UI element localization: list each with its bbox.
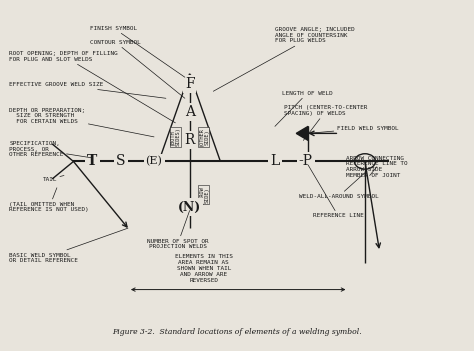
- Text: BASIC WELD SYMBOL
OR DETAIL REFERENCE: BASIC WELD SYMBOL OR DETAIL REFERENCE: [9, 228, 128, 263]
- Text: LENGTH OF WELD: LENGTH OF WELD: [275, 91, 333, 126]
- Text: (E): (E): [146, 156, 163, 167]
- Text: (TAIL OMITTED WHEN
REFERENCE IS NOT USED): (TAIL OMITTED WHEN REFERENCE IS NOT USED…: [9, 188, 89, 212]
- Text: PITCH (CENTER-TO-CENTER
SPACING) OF WELDS: PITCH (CENTER-TO-CENTER SPACING) OF WELD…: [284, 105, 368, 140]
- Text: GROOVE ANGLE; INCLUDED
ANGLE OF COUNTERSINK
FOR PLUG WELDS: GROOVE ANGLE; INCLUDED ANGLE OF COUNTERS…: [213, 27, 355, 91]
- Text: TAIL: TAIL: [43, 176, 64, 181]
- Text: S: S: [116, 154, 126, 168]
- Polygon shape: [296, 126, 308, 140]
- Text: DEPTH OR PREPARATION;
  SIZE OR STRENGTH
  FOR CERTAIN WELDS: DEPTH OR PREPARATION; SIZE OR STRENGTH F…: [9, 107, 154, 137]
- Text: -P: -P: [299, 154, 313, 168]
- Text: (N): (N): [178, 200, 201, 214]
- Text: ELEMENTS IN THIS
AREA REMAIN AS
SHOWN WHEN TAIL
AND ARROW ARE
REVERSED: ELEMENTS IN THIS AREA REMAIN AS SHOWN WH…: [175, 254, 233, 283]
- Text: F: F: [185, 77, 194, 91]
- Text: (BOTH
SIDES): (BOTH SIDES): [170, 127, 181, 146]
- Text: A: A: [184, 105, 195, 119]
- Text: (ARROW
SIDE): (ARROW SIDE): [199, 185, 209, 204]
- Text: WELD-ALL-AROUND SYMBOL: WELD-ALL-AROUND SYMBOL: [299, 173, 378, 199]
- Text: CONTOUR SYMBOL: CONTOUR SYMBOL: [90, 40, 185, 98]
- Text: REFERENCE LINE: REFERENCE LINE: [308, 165, 364, 218]
- Text: SPECIFICATION,
PROCESS, OR
OTHER REFERENCE: SPECIFICATION, PROCESS, OR OTHER REFEREN…: [9, 141, 92, 158]
- Text: EFFECTIVE GROOVE WELD SIZE: EFFECTIVE GROOVE WELD SIZE: [9, 82, 166, 98]
- Text: ARROW CONNECTING
REFERENCE LINE TO
ARROW SIDE
MEMBER OF JOINT: ARROW CONNECTING REFERENCE LINE TO ARROW…: [346, 155, 408, 178]
- Text: R: R: [184, 133, 195, 147]
- Text: NUMBER OF SPOT OR
PROJECTION WELDS: NUMBER OF SPOT OR PROJECTION WELDS: [147, 211, 209, 249]
- Text: Figure 3-2.  Standard locations of elements of a welding symbol.: Figure 3-2. Standard locations of elemen…: [112, 328, 362, 336]
- Text: FIELD WELD SYMBOL: FIELD WELD SYMBOL: [308, 126, 398, 133]
- Text: FINISH SYMBOL: FINISH SYMBOL: [90, 26, 185, 77]
- Text: (OTHER
SIDE): (OTHER SIDE): [199, 127, 209, 146]
- Text: T: T: [87, 154, 98, 168]
- Text: ROOT OPENING; DEPTH OF FILLING
FOR PLUG AND SLOT WELDS: ROOT OPENING; DEPTH OF FILLING FOR PLUG …: [9, 51, 175, 123]
- Text: L: L: [270, 154, 280, 168]
